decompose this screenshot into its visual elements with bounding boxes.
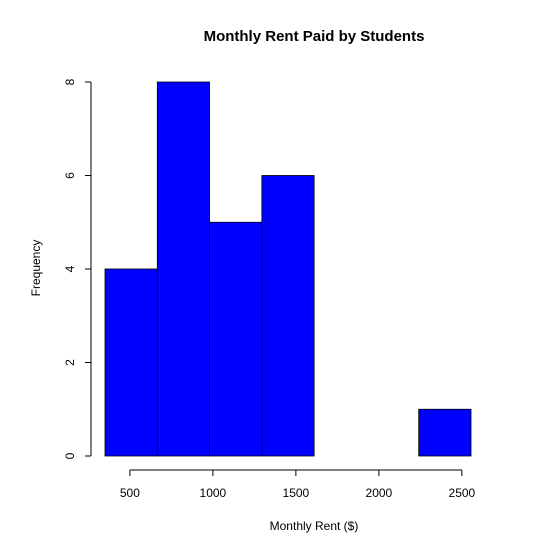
bars-group xyxy=(104,81,472,457)
x-tick-label: 1500 xyxy=(283,486,310,500)
histogram-bar xyxy=(156,81,210,457)
x-axis-title: Monthly Rent ($) xyxy=(270,519,359,533)
histogram-bar xyxy=(418,408,472,457)
x-tick-label: 1000 xyxy=(200,486,227,500)
x-tick-label: 500 xyxy=(120,486,140,500)
y-tick-label: 0 xyxy=(63,452,77,459)
y-axis-title: Frequency xyxy=(29,240,43,297)
x-tick-label: 2000 xyxy=(366,486,393,500)
y-axis: 0 2 4 6 8 xyxy=(63,78,92,459)
y-tick-label: 2 xyxy=(63,359,77,366)
histogram-bar xyxy=(209,221,263,457)
y-tick-label: 6 xyxy=(63,172,77,179)
x-axis: 500 1000 1500 2000 2500 xyxy=(120,469,476,500)
histogram-bar xyxy=(104,268,158,457)
histogram-bar xyxy=(261,175,315,457)
chart-title: Monthly Rent Paid by Students xyxy=(204,28,425,45)
x-tick-label: 2500 xyxy=(449,486,476,500)
y-tick-label: 8 xyxy=(63,78,77,85)
y-tick-label: 4 xyxy=(63,265,77,272)
